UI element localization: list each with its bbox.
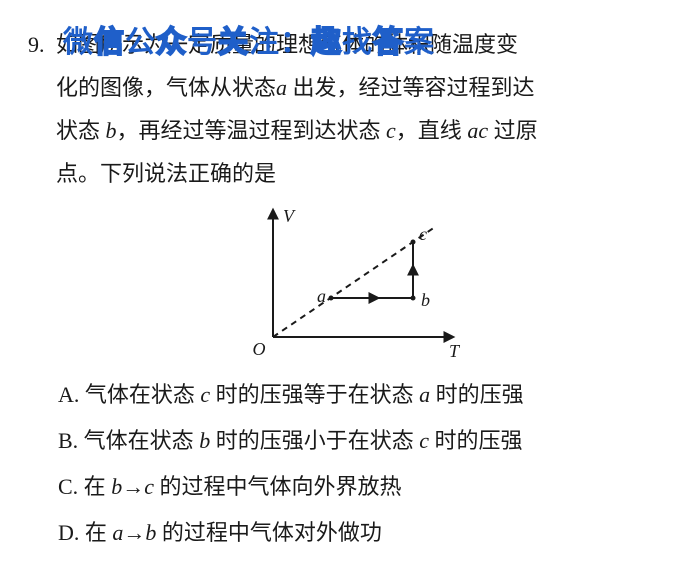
svg-text:a: a (317, 286, 326, 306)
opt-text: 时的压强小于在状态 (216, 428, 414, 453)
var: c (414, 428, 435, 453)
stem-text: 过原 (494, 118, 538, 143)
opt-text: 的过程中气体对外做功 (162, 520, 382, 545)
stem-text: 如图所示为一定质量的理想气体的体积随温度变 (56, 32, 518, 57)
option-b: B. 气体在状态 b 时的压强小于在状态 c 时的压强 (58, 418, 672, 464)
opt-text: C. 在 (58, 474, 106, 499)
stem-text: 出发，经过等容过程到达 (287, 75, 535, 100)
stem-text: ，直线 (396, 118, 462, 143)
var: c (195, 382, 216, 407)
stem-text: 化的图像，气体从状态 (56, 75, 276, 100)
var-b: b (100, 118, 117, 143)
question-9: 微信公众号关注：趣找答案 9.如图所示为一定质量的理想气体的体积随温度变 化的图… (28, 24, 672, 556)
var: a→b (107, 520, 162, 545)
var-ac: ac (462, 118, 494, 143)
var: b (194, 428, 216, 453)
opt-text: 的过程中气体向外界放热 (159, 474, 401, 499)
opt-text: 时的压强 (436, 382, 524, 407)
vt-diagram: O V Ta b c (235, 202, 465, 362)
stem-text: 点。下列说法正确的是 (56, 161, 276, 186)
opt-text: B. 气体在状态 (58, 428, 194, 453)
options: A. 气体在状态 c 时的压强等于在状态 a 时的压强 B. 气体在状态 b 时… (28, 372, 672, 557)
question-stem: 9.如图所示为一定质量的理想气体的体积随温度变 化的图像，气体从状态a 出发，经… (28, 24, 672, 196)
question-number: 9. (28, 24, 56, 67)
var-c: c (381, 118, 396, 143)
stem-text: 状态 (56, 118, 100, 143)
option-d: D. 在 a→b 的过程中气体对外做功 (58, 510, 672, 556)
var: a (414, 382, 436, 407)
svg-text:c: c (419, 224, 427, 244)
svg-text:T: T (449, 341, 461, 361)
svg-text:b: b (421, 290, 430, 310)
svg-text:V: V (283, 206, 296, 226)
var-a: a (276, 75, 287, 100)
stem-text: ，再经过等温过程到达状态 (117, 118, 381, 143)
option-a: A. 气体在状态 c 时的压强等于在状态 a 时的压强 (58, 372, 672, 418)
opt-text: A. 气体在状态 (58, 382, 195, 407)
diagram-container: O V Ta b c (28, 202, 672, 362)
opt-text: 时的压强等于在状态 (216, 382, 414, 407)
var: b→c (106, 474, 160, 499)
opt-text: 时的压强 (434, 428, 522, 453)
svg-text:O: O (253, 339, 266, 359)
opt-text: D. 在 (58, 520, 107, 545)
option-c: C. 在 b→c 的过程中气体向外界放热 (58, 464, 672, 510)
